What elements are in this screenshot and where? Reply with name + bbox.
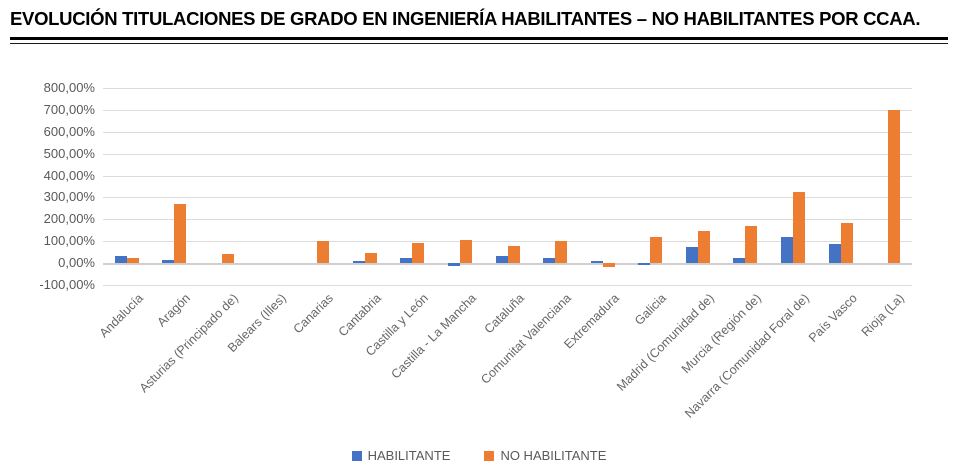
bar-no-habilitante — [507, 245, 520, 263]
x-axis-label: Cantabria — [335, 291, 384, 340]
bar-habilitante — [638, 263, 651, 265]
bar-habilitante — [495, 255, 508, 263]
gridline — [103, 284, 912, 286]
bar-habilitante — [162, 259, 175, 263]
zero-axis-line — [103, 263, 912, 265]
x-axis-label: Castilla - La Mancha — [388, 291, 479, 382]
bar-no-habilitante — [602, 263, 615, 268]
y-axis: 800,00% 700,00% 600,00% 500,00% 400,00% 300,0… — [0, 50, 95, 310]
title-underline-thick — [10, 37, 948, 40]
x-axis-label: Balears (Illes) — [224, 291, 289, 355]
x-axis-label: Cataluña — [481, 291, 527, 337]
bar-habilitante — [400, 257, 413, 263]
bar-habilitante — [447, 263, 460, 267]
page-title: EVOLUCIÓN TITULACIONES DE GRADO EN INGEN… — [10, 8, 921, 29]
bar-habilitante — [781, 237, 794, 263]
y-axis-tick-label: 400,00% — [43, 167, 95, 183]
x-axis-label: Murcia (Región de) — [679, 291, 765, 377]
bar-no-habilitante — [888, 109, 901, 263]
bar-no-habilitante — [650, 237, 663, 263]
bar-no-habilitante — [697, 230, 710, 263]
bar-no-habilitante — [221, 254, 234, 263]
gridline — [103, 219, 912, 221]
bar-no-habilitante — [364, 252, 377, 263]
y-axis-tick-label: 700,00% — [43, 101, 95, 117]
legend-swatch-icon — [484, 450, 495, 461]
gridline — [103, 241, 912, 243]
gridline — [103, 197, 912, 199]
bar-habilitante — [733, 257, 746, 263]
bar-no-habilitante — [745, 225, 758, 263]
legend-item-no-habilitante: NO HABILITANTE — [484, 448, 606, 463]
x-axis-label: Comunitat Valenciana — [478, 291, 574, 387]
y-axis-tick-label: 0,00% — [58, 255, 95, 270]
gridline — [103, 88, 912, 89]
bar-habilitante — [590, 260, 603, 263]
bar-no-habilitante — [840, 222, 853, 263]
x-axis-label: Aragón — [154, 291, 194, 330]
title-underline-thin — [10, 43, 948, 44]
y-axis-tick-label: 500,00% — [43, 145, 95, 161]
legend-label: HABILITANTE — [367, 448, 451, 463]
bar-habilitante — [114, 256, 127, 263]
gridline — [103, 131, 912, 133]
x-axis-label: Madrid (Comunidad de) — [613, 291, 717, 394]
legend-label: NO HABILITANTE — [500, 448, 607, 463]
x-axis-label: Canarias — [290, 291, 337, 337]
bar-no-habilitante — [459, 240, 472, 263]
gridline — [103, 109, 912, 111]
bar-chart: 800,00% 700,00% 600,00% 500,00% 400,00% 300,0… — [0, 50, 958, 476]
y-axis-tick-label: 600,00% — [43, 123, 95, 139]
x-axis-label: País Vasco — [805, 291, 860, 345]
bar-no-habilitante — [174, 203, 187, 263]
x-axis-label: Rioja (La) — [858, 291, 908, 340]
bar-no-habilitante — [317, 241, 330, 263]
x-axis-label: Andalucía — [96, 291, 146, 341]
bar-no-habilitante — [555, 241, 568, 263]
y-axis-tick-label: -100,00% — [39, 276, 95, 292]
x-axis-label: Galicia — [632, 291, 670, 328]
y-axis-tick-label: 100,00% — [43, 233, 95, 249]
plot-area — [103, 87, 912, 287]
gridline — [103, 175, 912, 177]
bar-habilitante — [828, 244, 841, 263]
x-axis-label: Asturias (Principado de) — [136, 291, 241, 396]
gridline — [103, 153, 912, 155]
bar-no-habilitante — [412, 243, 425, 263]
bar-no-habilitante — [793, 191, 806, 263]
x-axis-label: Navarra (Comunidad Foral de) — [682, 291, 812, 421]
x-axis-label: Extremadura — [561, 291, 622, 352]
y-axis-tick-label: 200,00% — [43, 211, 95, 227]
y-axis-tick-label: 800,00% — [43, 80, 95, 95]
bar-habilitante — [543, 258, 556, 263]
bar-habilitante — [685, 247, 698, 263]
legend: HABILITANTE NO HABILITANTE — [0, 448, 958, 463]
y-axis-tick-label: 300,00% — [43, 189, 95, 205]
legend-swatch-icon — [351, 450, 362, 461]
x-axis-label: Castilla y León — [363, 291, 432, 359]
legend-item-habilitante: HABILITANTE — [351, 448, 451, 463]
bar-no-habilitante — [126, 258, 139, 263]
bar-habilitante — [352, 261, 365, 263]
